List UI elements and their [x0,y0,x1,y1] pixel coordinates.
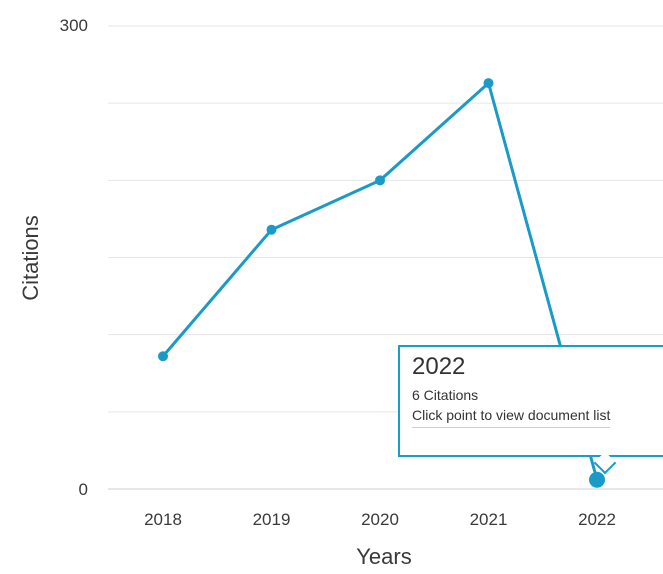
data-point-2019[interactable] [266,224,277,235]
data-point-2020[interactable] [375,175,385,186]
y-tick-label-300: 300 [60,16,88,35]
data-point-2022[interactable] [589,471,605,488]
x-tick-labels: 2018 2019 2020 2021 2022 [144,510,616,529]
data-point-tooltip: 2022 6 Citations Click point to view doc… [398,345,663,457]
citations-series [158,78,605,488]
y-tick-label-0: 0 [79,480,88,499]
y-tick-labels: 300 0 [60,16,88,499]
gridlines [108,25,663,490]
y-axis-label: Citations [18,215,43,301]
tooltip-citation-count: 6 Citations [412,387,479,403]
data-point-2018[interactable] [158,351,168,362]
x-tick-label: 2020 [361,510,399,529]
x-tick-label: 2021 [470,510,508,529]
tooltip-year: 2022 [412,353,466,380]
data-point-2021[interactable] [483,78,494,89]
x-tick-label: 2019 [253,510,291,529]
tooltip-hint-link[interactable]: Click point to view document list [412,407,611,428]
x-axis-label: Years [356,544,411,569]
x-tick-label: 2022 [578,510,616,529]
x-tick-label: 2018 [144,510,182,529]
